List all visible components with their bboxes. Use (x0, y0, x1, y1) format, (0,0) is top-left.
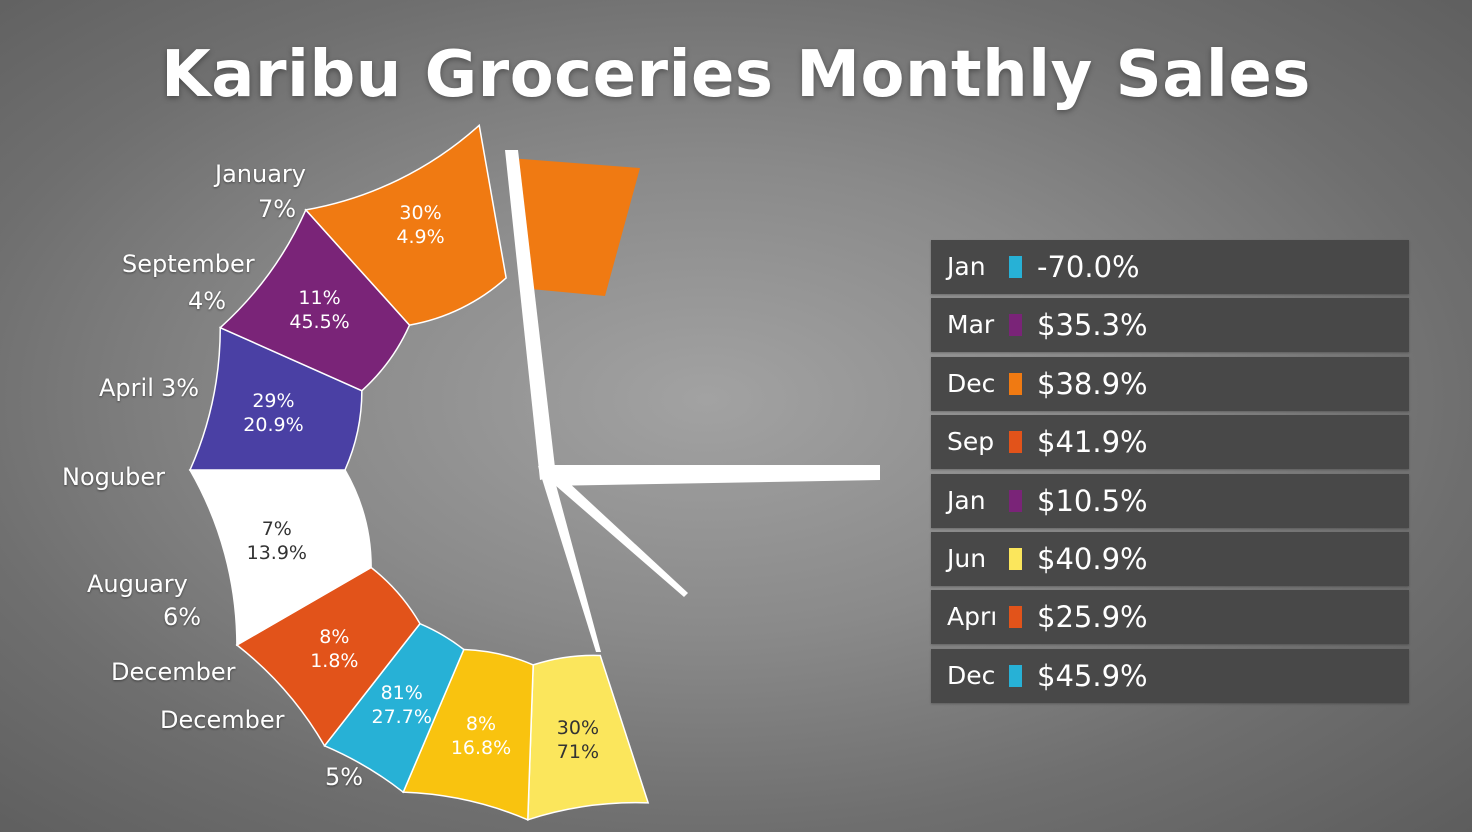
outer-label-december-2-value: 5% (325, 763, 364, 791)
table-row: Dec $38.9% (931, 356, 1409, 411)
segment-value-secondary: 13.9% (246, 541, 307, 564)
segment-value-primary: 7% (261, 517, 292, 540)
row-swatch (1009, 547, 1022, 570)
segment-label-7: 30% 4.9% (396, 201, 444, 249)
row-month: Sep (947, 427, 995, 457)
table-row: Sep $41.9% (931, 415, 1409, 470)
table-row: Dec $45.9% (931, 648, 1409, 703)
outer-label-september: September (122, 250, 255, 278)
outer-label-april-value: 3% (161, 374, 200, 402)
row-swatch (1009, 431, 1022, 454)
segment-label-4: 7% 13.9% (247, 517, 307, 565)
segment-value-primary: 81% (380, 681, 423, 704)
segment-value-primary: 30% (399, 202, 442, 225)
segment-label-0: 30% 71% (557, 716, 599, 764)
row-swatch (1009, 664, 1022, 687)
row-month: Dec (947, 660, 996, 690)
row-value: $25.9% (1037, 600, 1148, 635)
hand-down (538, 466, 601, 652)
row-month: Jan (947, 485, 986, 515)
outer-label-december-2: December (160, 706, 285, 734)
hand-up (505, 150, 556, 480)
row-month: Mar (947, 310, 995, 340)
segments-layer (188, 123, 650, 821)
segment-value-primary: 29% (252, 390, 295, 413)
pie-segment-7 (304, 123, 507, 326)
table-row: Jan $10.5% (931, 473, 1409, 528)
row-swatch (1009, 372, 1022, 395)
table-row: Jun $40.9% (931, 531, 1409, 586)
segment-label-3: 8% 1.8% (310, 625, 358, 673)
segment-label-5: 29% 20.9% (243, 389, 303, 437)
row-swatch (1009, 606, 1022, 629)
table-row: Jan -70.0% (931, 240, 1409, 294)
outer-label-january: January (215, 160, 306, 188)
segment-value-secondary: 16.8% (450, 737, 512, 760)
row-value: $40.9% (1037, 541, 1148, 576)
outer-label-noguber: Noguber (62, 463, 165, 491)
row-value: -70.0% (1037, 250, 1140, 284)
row-value: $38.9% (1037, 366, 1148, 401)
segment-value-secondary: 45.5% (289, 310, 350, 333)
outer-label-september-value: 4% (188, 287, 227, 315)
row-swatch (1009, 256, 1022, 278)
chart-title: Karibu Groceries Monthly Sales (161, 38, 1311, 112)
row-month: Dec (947, 368, 996, 398)
detached-segment (509, 158, 640, 296)
outer-label-auguary: Auguary (87, 570, 188, 598)
segment-value-secondary: 20.9% (243, 414, 304, 437)
row-value: $35.3% (1037, 308, 1148, 343)
row-value: $10.5% (1037, 483, 1148, 518)
row-swatch (1009, 314, 1022, 337)
segment-value-secondary: 27.7% (371, 705, 432, 728)
row-month: Jun (947, 543, 987, 573)
row-value: $45.9% (1037, 658, 1148, 693)
outer-label-april: April (99, 374, 154, 402)
row-value: $41.9% (1037, 425, 1148, 460)
outer-label-december-1: December (111, 658, 236, 686)
row-month: Aprı (947, 602, 998, 632)
segment-label-1: 8% 16.8% (451, 712, 511, 760)
segment-value-primary: 30% (556, 716, 600, 739)
segment-label-6: 11% 45.5% (289, 286, 349, 334)
table-row: Mar $35.3% (931, 298, 1409, 353)
segment-value-secondary: 71% (556, 740, 600, 763)
segment-value-secondary: 1.8% (310, 649, 359, 672)
clock-hands (505, 150, 880, 652)
hand-diagonal (540, 468, 688, 597)
segment-label-2: 81% 27.7% (372, 681, 432, 729)
segment-value-primary: 8% (319, 625, 350, 648)
hand-right (540, 465, 880, 486)
row-month: Jan (947, 252, 986, 281)
segment-value-primary: 8% (465, 713, 497, 736)
table-row: Aprı $25.9% (931, 590, 1409, 645)
sales-table: Jan -70.0% Mar $35.3% Dec $38.9% Sep $41.9% Jan $… (931, 240, 1409, 707)
segment-value-secondary: 4.9% (396, 226, 445, 249)
segment-value-primary: 11% (298, 286, 341, 309)
outer-label-auguary-value: 6% (163, 603, 202, 631)
outer-label-january-value: 7% (258, 195, 297, 223)
row-swatch (1009, 489, 1022, 512)
